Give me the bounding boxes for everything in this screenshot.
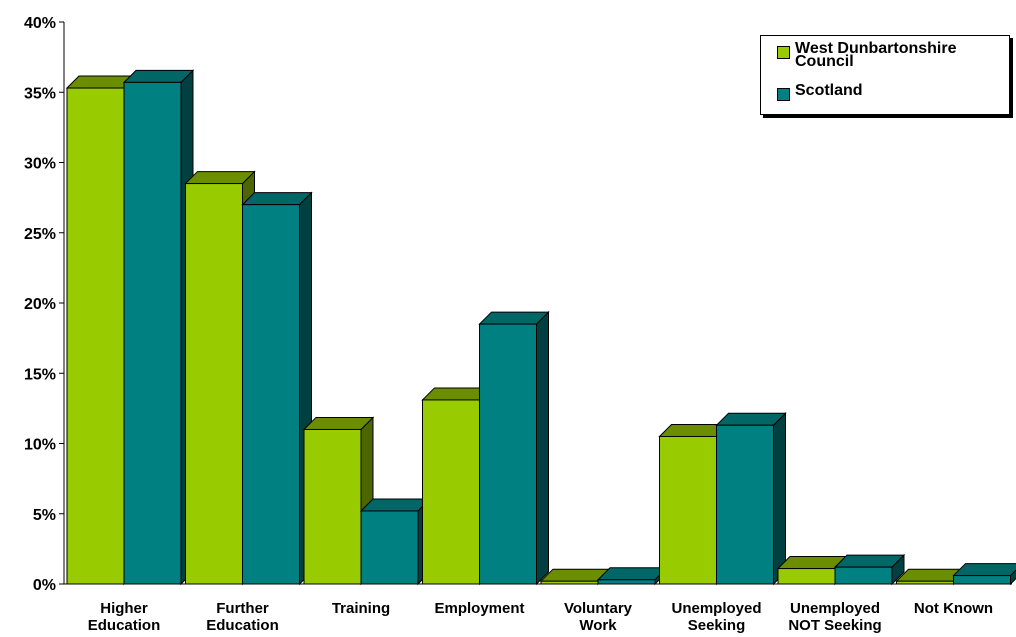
category-label: Unemployed Seeking bbox=[671, 600, 761, 634]
bar-top bbox=[952, 563, 1016, 577]
category-labels: Higher Education Further Education Training E… bbox=[88, 600, 993, 634]
y-tick-label: 0% bbox=[33, 577, 56, 594]
bar-front bbox=[716, 424, 774, 585]
legend-item-scotland: Scotland bbox=[777, 82, 995, 101]
bar-front bbox=[422, 399, 480, 585]
bar-front bbox=[896, 580, 954, 585]
legend-label-scotland: Scotland bbox=[795, 82, 863, 99]
category-label: Further Education bbox=[206, 600, 279, 634]
bar-top bbox=[122, 69, 195, 83]
y-tick-label: 20% bbox=[24, 296, 56, 313]
y-tick-label: 25% bbox=[24, 226, 56, 243]
category-label: Employment bbox=[434, 600, 524, 617]
legend-label-west-dunbartonshire: West Dunbartonshire Council bbox=[795, 40, 957, 70]
bar bbox=[241, 191, 313, 586]
bar bbox=[359, 497, 432, 586]
bar bbox=[122, 69, 195, 586]
bar-top bbox=[302, 416, 375, 430]
bar-top bbox=[478, 311, 550, 325]
bar-side bbox=[536, 310, 549, 586]
bars bbox=[65, 69, 1016, 586]
bar-front bbox=[540, 580, 599, 585]
bar bbox=[478, 310, 550, 586]
bar bbox=[952, 563, 1016, 586]
bar-front bbox=[597, 579, 656, 585]
bar-front bbox=[303, 428, 362, 585]
bar-top bbox=[833, 554, 906, 568]
y-tick-label: 40% bbox=[24, 15, 56, 32]
legend-swatch-scotland bbox=[777, 88, 790, 101]
y-tick-label: 5% bbox=[33, 507, 56, 524]
bar-front bbox=[360, 510, 419, 585]
category-label: Not Known bbox=[914, 600, 993, 617]
category-label: Training bbox=[332, 600, 390, 617]
bar-front bbox=[777, 568, 836, 585]
y-tick-label: 15% bbox=[24, 366, 56, 383]
bar-top bbox=[596, 567, 669, 581]
bar bbox=[715, 412, 787, 586]
bar-front bbox=[185, 183, 243, 585]
y-tick-label: 30% bbox=[24, 156, 56, 173]
bar bbox=[833, 553, 906, 586]
legend-swatch-west-dunbartonshire bbox=[777, 46, 790, 59]
bar-top bbox=[715, 412, 787, 426]
y-tick-label: 10% bbox=[24, 437, 56, 454]
legend: West Dunbartonshire Council Scotland bbox=[760, 35, 1010, 115]
bar bbox=[596, 566, 669, 586]
bar-top bbox=[184, 171, 256, 185]
bar-front bbox=[242, 204, 300, 585]
bar bbox=[302, 416, 375, 586]
bar-front bbox=[123, 81, 182, 585]
category-label: Higher Education bbox=[88, 600, 161, 634]
category-label: Voluntary Work bbox=[564, 600, 633, 634]
legend-item-west-dunbartonshire: West Dunbartonshire Council bbox=[777, 40, 995, 70]
bar-side bbox=[773, 412, 786, 586]
bar-top bbox=[359, 498, 432, 512]
category-label: Unemployed NOT Seeking bbox=[788, 600, 881, 634]
bar-front bbox=[953, 575, 1011, 585]
y-tick-label: 35% bbox=[24, 85, 56, 102]
bar-front bbox=[834, 566, 893, 585]
bar-front bbox=[659, 435, 717, 585]
bar-front bbox=[66, 87, 125, 585]
bar-top bbox=[241, 192, 313, 206]
bar-front bbox=[479, 323, 537, 585]
